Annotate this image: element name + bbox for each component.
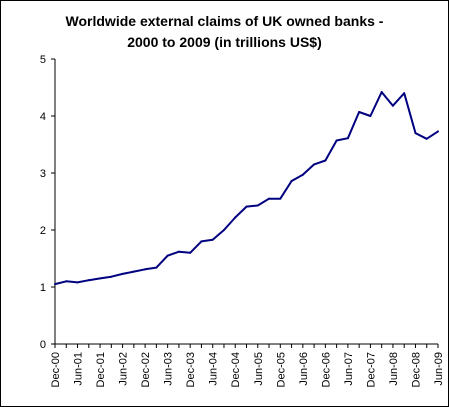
data-point xyxy=(200,240,203,243)
y-tick-label: 4 xyxy=(40,111,46,123)
data-point xyxy=(121,272,124,275)
x-tick-label: Dec-01 xyxy=(95,352,107,387)
chart-title: Worldwide external claims of UK owned ba… xyxy=(1,11,448,53)
x-tick-label: Jun-09 xyxy=(433,352,445,386)
data-point xyxy=(65,280,68,283)
x-tick-label: Dec-07 xyxy=(365,352,377,387)
chart-title-line-1: Worldwide external claims of UK owned ba… xyxy=(65,13,384,29)
data-point xyxy=(335,139,338,142)
data-point xyxy=(211,238,214,241)
x-tick-label: Dec-05 xyxy=(275,352,287,387)
data-point xyxy=(144,268,147,271)
x-tick-label: Dec-08 xyxy=(410,352,422,387)
data-point xyxy=(256,204,259,207)
y-tick-label: 5 xyxy=(40,54,46,66)
data-point xyxy=(324,159,327,162)
y-tick-label: 1 xyxy=(40,282,46,294)
data-point xyxy=(437,130,439,133)
x-tick-label: Jun-03 xyxy=(163,352,175,386)
x-tick-label: Jun-01 xyxy=(73,352,85,386)
data-point xyxy=(87,279,90,282)
data-point xyxy=(346,137,349,140)
data-point xyxy=(391,104,394,107)
x-tick-label: Jun-04 xyxy=(208,352,220,386)
data-point xyxy=(76,281,79,284)
chart-title-line-2: 2000 to 2009 (in trillions US$) xyxy=(127,34,322,50)
data-point xyxy=(234,216,237,219)
data-point xyxy=(110,275,113,278)
data-point xyxy=(54,283,56,286)
data-point xyxy=(132,270,135,273)
x-tick-label: Jun-02 xyxy=(118,352,130,386)
x-tick-label: Jun-08 xyxy=(388,352,400,386)
data-point xyxy=(414,132,417,135)
data-point xyxy=(189,251,192,254)
data-point xyxy=(268,197,271,200)
data-point xyxy=(99,277,102,280)
y-tick-label: 3 xyxy=(40,168,46,180)
x-tick-label: Jun-05 xyxy=(253,352,265,386)
data-point xyxy=(155,266,158,269)
x-tick-label: Jun-06 xyxy=(298,352,310,386)
data-point xyxy=(290,179,293,182)
data-point xyxy=(313,163,316,166)
x-tick-label: Dec-03 xyxy=(185,352,197,387)
x-tick-label: Dec-02 xyxy=(140,352,152,387)
x-tick-label: Dec-04 xyxy=(230,352,242,387)
data-point xyxy=(222,229,225,231)
series-line xyxy=(54,91,439,286)
data-point xyxy=(358,111,361,114)
y-tick-label: 0 xyxy=(40,339,46,351)
data-point xyxy=(279,197,282,200)
data-point xyxy=(301,173,304,176)
x-tick-label: Dec-06 xyxy=(320,352,332,387)
data-point xyxy=(380,91,383,94)
data-point xyxy=(403,92,406,95)
y-tick-label: 2 xyxy=(40,225,46,237)
x-tick-label: Dec-00 xyxy=(50,352,62,387)
data-point xyxy=(369,115,372,117)
data-point xyxy=(166,254,169,257)
data-point xyxy=(177,250,180,253)
data-point xyxy=(425,137,428,140)
x-tick-label: Jun-07 xyxy=(343,352,355,386)
data-point xyxy=(245,205,248,208)
